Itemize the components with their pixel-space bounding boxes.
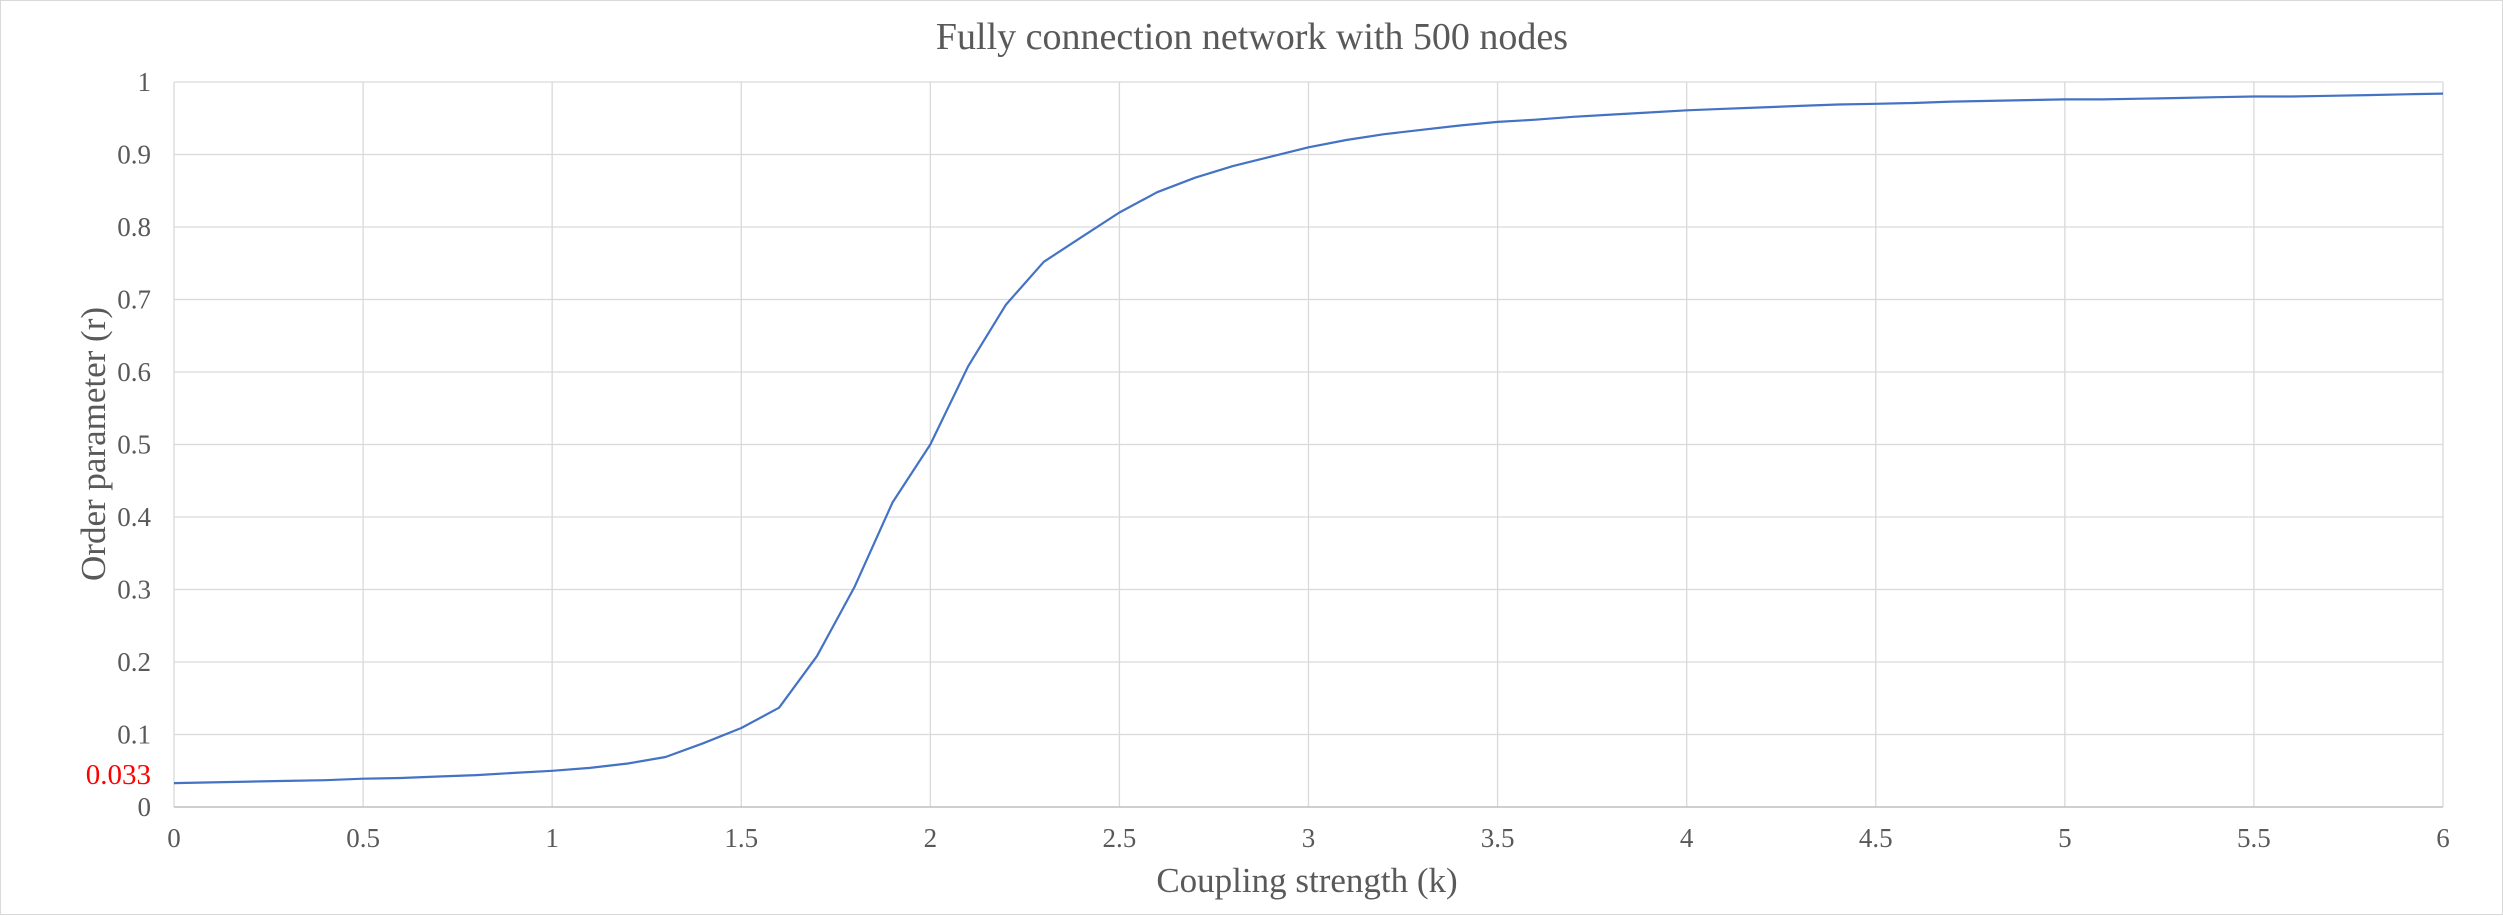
y-tick-label: 0.5: [117, 430, 151, 460]
y-tick-label: 0.7: [117, 285, 151, 315]
y-tick-label: 1: [138, 67, 152, 97]
x-tick-labels: 0 0.5 1 1.5 2 2.5 3 3.5 4 4.5 5 5.5 6: [167, 823, 2450, 853]
y-axis-label: Order parameter (r): [74, 307, 113, 581]
x-tick-label: 2: [924, 823, 938, 853]
x-tick-label: 6: [2436, 823, 2450, 853]
x-tick-label: 2.5: [1103, 823, 1137, 853]
y-tick-label: 0.6: [117, 357, 151, 387]
x-tick-label: 1.5: [724, 823, 758, 853]
x-tick-label: 4.5: [1859, 823, 1893, 853]
y-tick-label: 0.8: [117, 212, 151, 242]
y-tick-label: 0.4: [117, 502, 151, 532]
series-layer: [173, 92, 2444, 785]
x-axis-label: Coupling strength (k): [1156, 861, 1457, 900]
x-tick-label: 1: [545, 823, 559, 853]
axes: [173, 82, 2443, 808]
x-tick-label: 5: [2058, 823, 2072, 853]
y-tick-label: 0.9: [117, 140, 151, 170]
y-tick-label: 0.1: [117, 720, 151, 750]
y-tick-label: 0.2: [117, 647, 151, 677]
chart-title: Fully connection network with 500 nodes: [936, 16, 1568, 58]
x-tick-label: 4: [1680, 823, 1694, 853]
y-tick-labels: 0 0.1 0.2 0.3 0.4 0.5 0.6 0.7 0.8 0.9 1: [117, 67, 151, 822]
y-tick-label: 0: [138, 792, 152, 822]
x-tick-label: 0: [167, 823, 181, 853]
x-tick-label: 3: [1302, 823, 1316, 853]
x-tick-label: 3.5: [1481, 823, 1515, 853]
series-line: [173, 92, 2444, 785]
x-tick-label: 5.5: [2237, 823, 2271, 853]
annotation-label: 0.033: [86, 759, 151, 791]
y-tick-label: 0.3: [117, 575, 151, 605]
grid-lines: [174, 81, 2444, 807]
x-tick-label: 0.5: [346, 823, 380, 853]
